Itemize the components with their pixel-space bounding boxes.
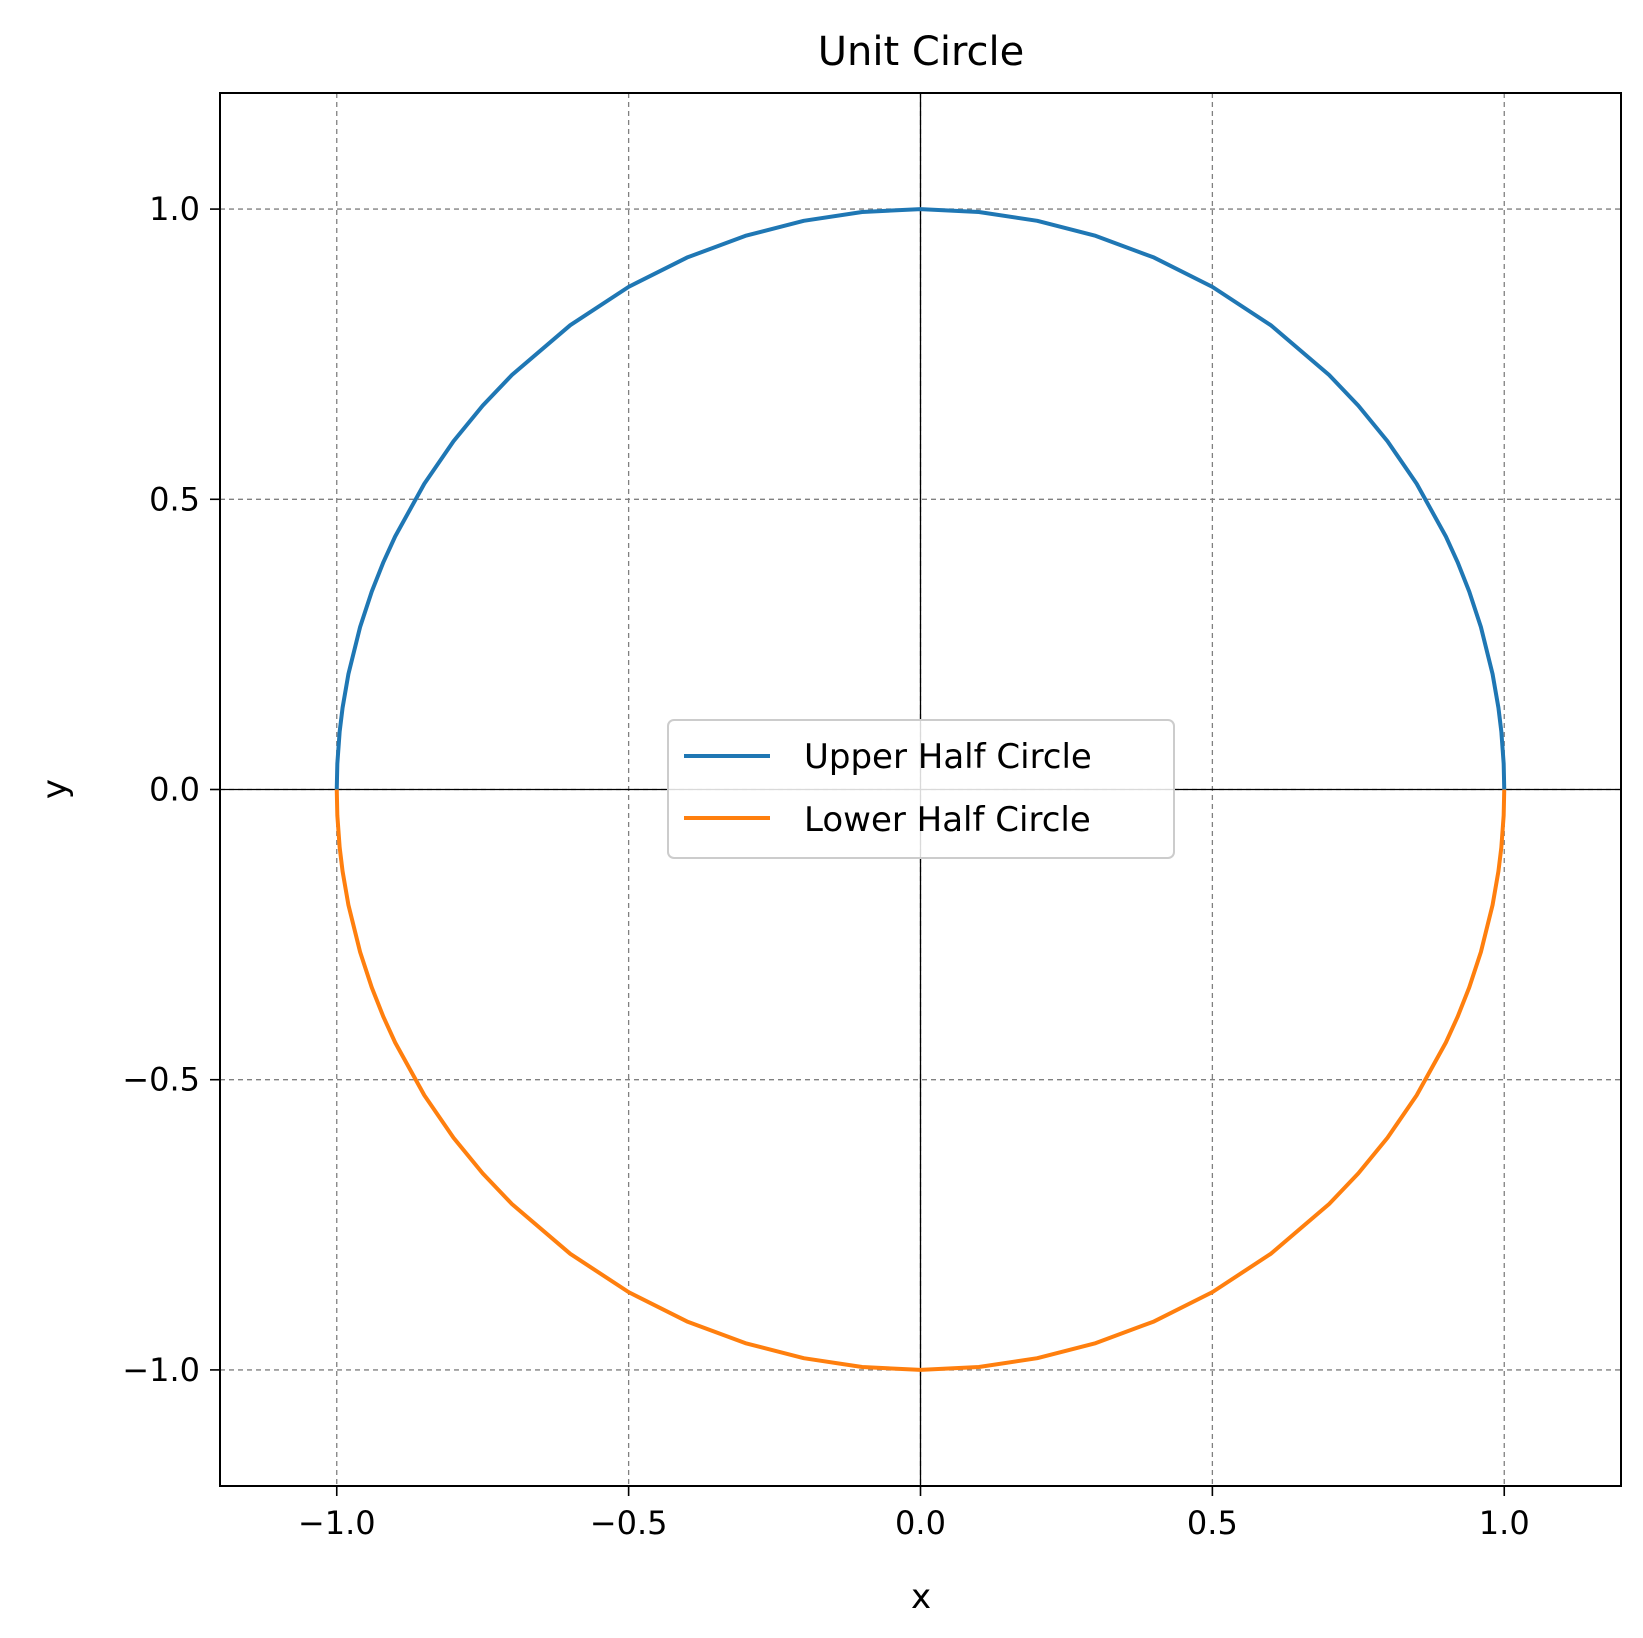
x-tick-label-1: −0.5 [590, 1504, 668, 1542]
legend-label-upper: Upper Half Circle [804, 737, 1092, 777]
y-tick-label-1: −0.5 [122, 1061, 200, 1099]
series-line-0 [334, 207, 1507, 790]
legend-label-lower: Lower Half Circle [804, 800, 1091, 840]
series-line-1 [334, 789, 1507, 1372]
series-lines [334, 207, 1507, 1372]
y-axis-label: y [35, 779, 75, 799]
x-axis-ticks: −1.0 −0.5 0.0 0.5 1.0 [298, 1486, 1530, 1542]
x-tick-label-3: 0.5 [1187, 1504, 1238, 1542]
y-tick-label-0: −1.0 [122, 1351, 200, 1389]
chart-title: Unit Circle [818, 29, 1024, 75]
x-tick-label-2: 0.0 [895, 1504, 946, 1542]
legend: Upper Half Circle Lower Half Circle [667, 719, 1175, 859]
y-tick-label-2: 0.0 [149, 771, 200, 809]
x-axis-label: x [911, 1577, 931, 1617]
y-tick-label-3: 0.5 [149, 480, 200, 518]
y-axis-ticks: −1.0 −0.5 0.0 0.5 1.0 [122, 190, 220, 1389]
x-tick-label-0: −1.0 [298, 1504, 376, 1542]
x-tick-label-4: 1.0 [1479, 1504, 1530, 1542]
y-tick-label-4: 1.0 [149, 190, 200, 228]
legend-box [667, 719, 1175, 859]
